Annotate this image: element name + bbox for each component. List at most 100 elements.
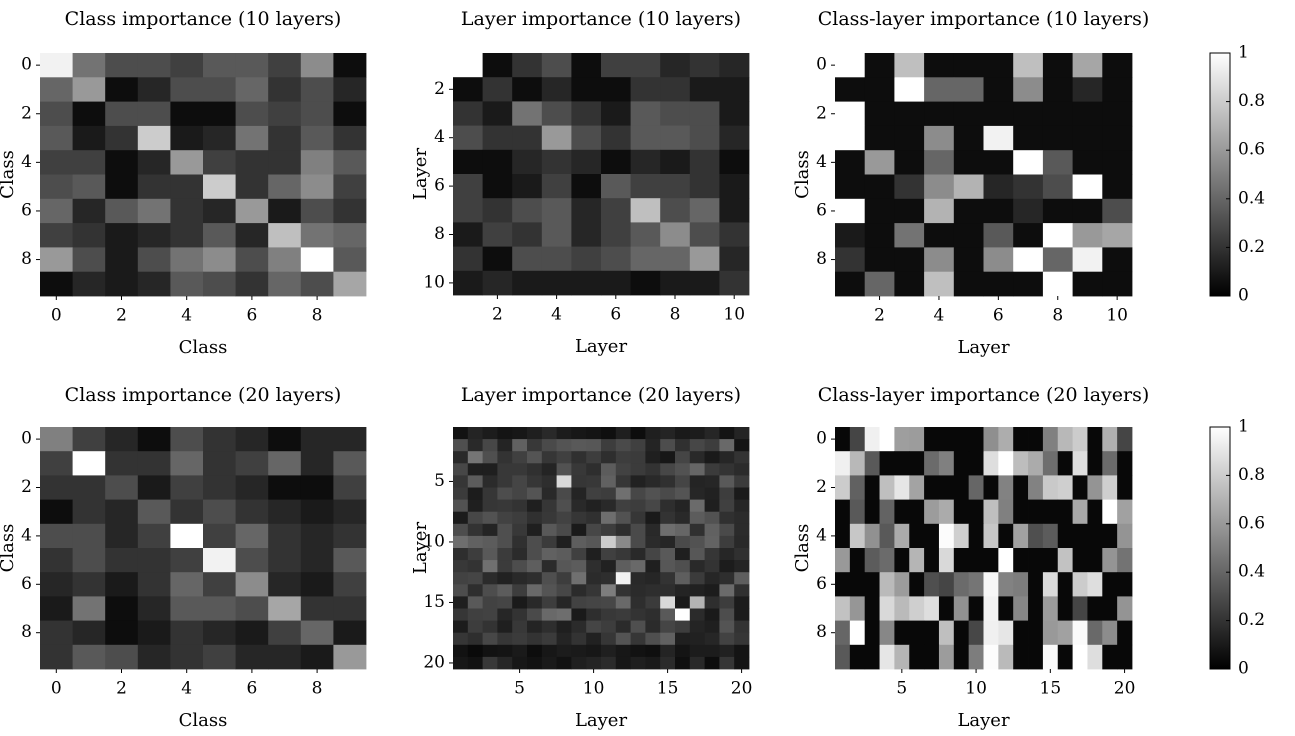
- heatmap-cell: [719, 125, 750, 151]
- heatmap-cell: [1042, 125, 1073, 151]
- heatmap-cell: [586, 608, 602, 621]
- heatmap-cell: [571, 632, 587, 646]
- heatmap-cell: [556, 427, 572, 440]
- heatmap-cell: [704, 632, 720, 646]
- heatmap-cell: [1087, 644, 1103, 670]
- heatmap-cell: [72, 548, 106, 573]
- heatmap-cell: [835, 499, 851, 525]
- heatmap-cell: [1102, 198, 1133, 224]
- heatmap-cell: [894, 125, 925, 151]
- heatmap-cell: [1013, 247, 1044, 273]
- heatmap-cell: [453, 523, 469, 537]
- heatmap-cell: [704, 656, 720, 670]
- heatmap-cell: [1042, 150, 1073, 175]
- heatmap-cell: [40, 572, 73, 597]
- heatmap-cell: [1072, 427, 1088, 452]
- heatmap-cell: [571, 620, 587, 634]
- heatmap-cell: [734, 535, 750, 549]
- heatmap-cell: [849, 596, 866, 621]
- heatmap-cell: [1013, 223, 1044, 248]
- heatmap-cell: [300, 125, 334, 151]
- heatmap-cell: [675, 584, 691, 597]
- heatmap-cell: [541, 572, 557, 585]
- heatmap-cell: [719, 584, 735, 597]
- heatmap-cell: [645, 584, 661, 597]
- heatmap-cell: [1013, 77, 1044, 102]
- heatmap-cell: [645, 511, 661, 525]
- heatmap-cell: [467, 427, 483, 440]
- heatmap-cell: [541, 632, 557, 646]
- x-tick-label: 6: [993, 306, 1004, 326]
- x-tick-label: 6: [246, 306, 257, 326]
- heatmap-cell: [497, 632, 513, 646]
- heatmap-cell: [734, 548, 750, 561]
- heatmap-cell: [601, 644, 617, 658]
- heatmap-cell: [300, 475, 334, 500]
- heatmap-cell: [998, 427, 1014, 452]
- heatmap-cell: [615, 572, 631, 585]
- heatmap-cell: [953, 223, 984, 248]
- heatmap-cell: [72, 77, 106, 102]
- heatmap-cell: [571, 125, 602, 151]
- heatmap-cell: [586, 463, 602, 476]
- heatmap-cell: [1042, 548, 1059, 573]
- heatmap-cell: [660, 584, 676, 597]
- heatmap-cell: [571, 222, 602, 247]
- heatmap-cell: [894, 53, 925, 78]
- heatmap-cell: [541, 463, 557, 476]
- heatmap-cell: [968, 451, 984, 476]
- heatmap-cell: [105, 247, 139, 273]
- heatmap-cell: [1042, 77, 1073, 102]
- heatmap-cell: [704, 560, 720, 573]
- heatmap-cell: [968, 620, 984, 646]
- heatmap-cell: [571, 608, 587, 621]
- heatmap-cell: [40, 427, 73, 452]
- x-tick-label: 0: [51, 306, 62, 326]
- heatmap-cell: [924, 77, 955, 102]
- x-tick-label: 10: [1106, 306, 1128, 326]
- y-tick-label: 15: [423, 592, 445, 612]
- heatmap-cell: [482, 487, 498, 500]
- heatmap-cell: [924, 125, 955, 151]
- x-tick-label: 5: [514, 679, 525, 699]
- heatmap-cell: [541, 644, 557, 658]
- heatmap-cell: [719, 174, 750, 199]
- heatmap-cell: [268, 644, 302, 670]
- heatmap-cell: [1102, 427, 1118, 452]
- heatmap-cell: [835, 596, 851, 621]
- heatmap-panel-1: [40, 53, 367, 297]
- heatmap-cell: [137, 475, 171, 500]
- heatmap-cell: [645, 439, 661, 452]
- heatmap-cell: [630, 535, 646, 549]
- chart-title: Class importance (20 layers): [65, 384, 342, 406]
- heatmap-cell: [541, 427, 557, 440]
- x-tick-label: 2: [492, 305, 503, 325]
- y-tick-label: 8: [21, 622, 32, 642]
- heatmap-cell: [835, 174, 866, 200]
- heatmap-cell: [630, 632, 646, 646]
- heatmap-cell: [512, 53, 543, 78]
- heatmap-cell: [235, 499, 269, 525]
- heatmap-cell: [571, 270, 602, 296]
- heatmap-cell: [675, 548, 691, 561]
- heatmap-cell: [571, 427, 587, 440]
- heatmap-cell: [601, 632, 617, 646]
- heatmap-cell: [482, 149, 513, 175]
- heatmap-panel-3: [835, 53, 1133, 297]
- heatmap-cell: [512, 548, 528, 561]
- heatmap-cell: [909, 644, 925, 670]
- heatmap-cell: [615, 439, 631, 452]
- heatmap-cell: [1042, 223, 1073, 248]
- x-tick-label: 2: [116, 306, 127, 326]
- heatmap-cell: [998, 548, 1014, 573]
- heatmap-cell: [571, 548, 587, 561]
- y-tick-label: 2: [816, 103, 827, 123]
- heatmap-cell: [645, 632, 661, 646]
- heatmap-cell: [203, 101, 236, 127]
- heatmap-cell: [983, 53, 1014, 78]
- heatmap-cell: [864, 475, 880, 500]
- heatmap-cell: [675, 463, 691, 476]
- heatmap-cell: [137, 523, 171, 549]
- heatmap-cell: [571, 644, 587, 658]
- heatmap-cell: [1087, 451, 1103, 476]
